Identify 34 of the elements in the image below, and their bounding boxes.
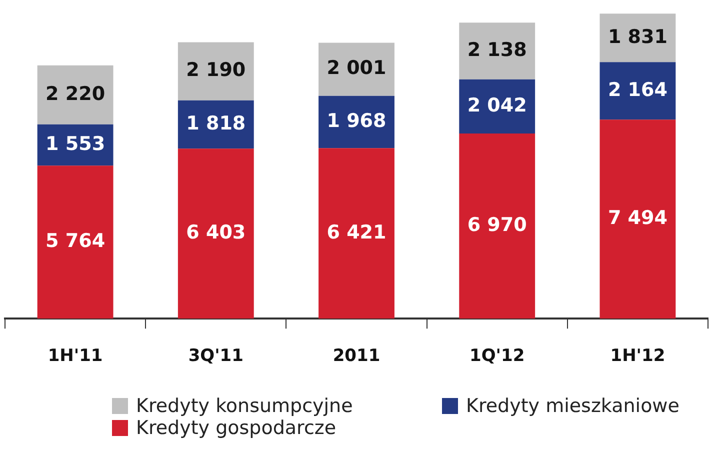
data-label: 2 042 (467, 94, 527, 116)
legend-label: Kredyty mieszkaniowe (466, 395, 680, 417)
data-label: 1 968 (326, 110, 386, 132)
bar (37, 166, 114, 319)
x-tick-label: 2011 (332, 346, 380, 366)
data-label: 2 220 (46, 82, 106, 105)
data-label: 2 190 (186, 59, 246, 82)
data-label: 1 831 (608, 26, 668, 48)
bar (600, 120, 676, 319)
data-label: 6 421 (326, 221, 386, 244)
data-label: 5 764 (46, 230, 106, 252)
bar (318, 148, 394, 319)
bar (600, 62, 676, 120)
bar (459, 22, 536, 80)
x-tick-label: 1H'12 (610, 346, 666, 366)
legend-label: Kredyty gospodarcze (136, 417, 336, 439)
x-tick-label: 1Q'12 (470, 346, 525, 366)
bar (178, 148, 254, 319)
legend-label: Kredyty konsumpcyjne (136, 395, 353, 417)
data-label: 2 138 (467, 38, 527, 61)
x-tick-label: 1H'11 (48, 346, 103, 366)
bar (178, 42, 254, 100)
bar (459, 79, 536, 134)
data-label: 2 164 (608, 78, 668, 101)
x-tick-label: 3Q'11 (188, 346, 244, 366)
data-label: 1 553 (46, 132, 106, 155)
bar (37, 65, 114, 124)
bar (318, 42, 394, 96)
data-label: 7 494 (608, 207, 668, 230)
data-label: 1 818 (186, 112, 246, 134)
data-label: 6 970 (467, 214, 527, 236)
bar (459, 134, 536, 319)
data-label: 2 001 (326, 57, 386, 80)
data-label: 6 403 (186, 222, 246, 244)
